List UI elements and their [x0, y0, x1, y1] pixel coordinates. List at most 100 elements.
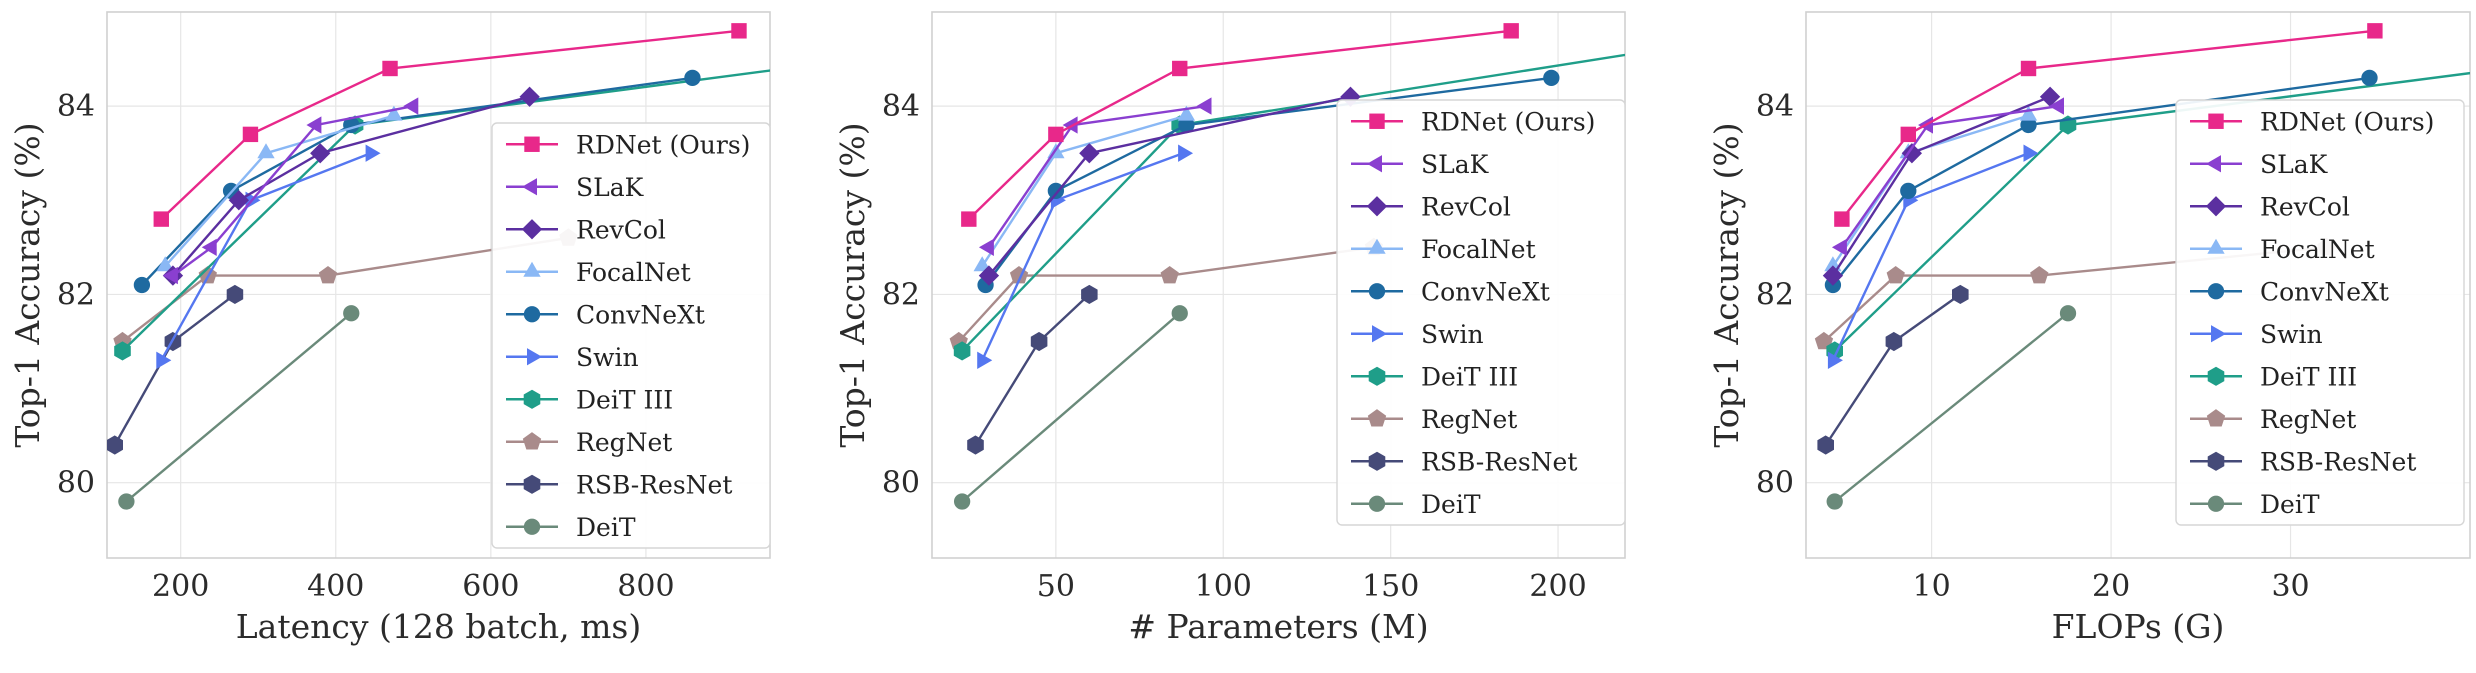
data-point [1160, 265, 1179, 284]
data-point [953, 493, 971, 510]
y-tick-label: 80 [882, 466, 920, 501]
x-tick-label: 200 [1529, 569, 1586, 604]
legend-marker [2205, 196, 2227, 217]
data-point [1081, 284, 1098, 304]
series-line [987, 95, 1351, 277]
legend-label: Swin [1421, 320, 1484, 349]
data-point [1831, 238, 1847, 256]
legend-label: DeiT [1421, 490, 1481, 519]
legend-marker [523, 261, 541, 277]
legend-item: RegNet [2190, 405, 2356, 434]
legend-label: SLaK [2260, 150, 2329, 179]
chart-panel-1: 200 400 600 800 80 82 84 Latency (128 batch, ms… [8, 11, 794, 646]
legend-marker [1366, 155, 1382, 173]
data-point [1047, 182, 1065, 200]
legend-box [491, 122, 771, 549]
x-tick-label: 200 [152, 569, 209, 604]
legend-label: DeiT III [2260, 362, 2357, 391]
series-line [171, 95, 530, 277]
chart-panel-2: 50 100 150 200 80 82 84 # Parameters (M) Top-1 A… [833, 11, 1667, 646]
legend-label: ConvNeXt [2260, 277, 2389, 306]
legend-item: RevCol [2190, 192, 2350, 221]
data-point [1503, 23, 1519, 39]
series-rdnet-ours [1834, 23, 2383, 227]
x-tick-label: 20 [2092, 569, 2130, 604]
series-deit [1826, 305, 2077, 510]
legend-item: Swin [2190, 320, 2323, 349]
x-axis-label: # Parameters (M) [1128, 607, 1428, 646]
legend-item: DeiT [506, 513, 636, 542]
x-tick-label: 600 [462, 569, 519, 604]
y-tick-label: 84 [57, 89, 95, 124]
legend-marker [2211, 325, 2227, 343]
legend-label: RSB-ResNet [1421, 447, 1577, 476]
legend-marker [1368, 366, 1386, 386]
legend-marker [2207, 495, 2225, 512]
data-point [1048, 126, 1064, 143]
data-point [228, 190, 250, 211]
legend-marker [521, 219, 543, 240]
data-point [242, 126, 259, 143]
data-point [382, 60, 398, 77]
legend-label: FocalNet [1421, 235, 1536, 264]
x-tick-label: 150 [1362, 569, 1419, 604]
legend-label: FocalNet [2260, 235, 2375, 264]
data-point [1651, 41, 1667, 59]
legend-marker [2207, 283, 2225, 300]
legend-item: RegNet [506, 428, 672, 457]
legend-label: RDNet (Ours) [576, 130, 750, 159]
plot-area [949, 23, 1667, 510]
legend-marker [522, 432, 542, 450]
data-point [1817, 435, 1834, 455]
legend-marker [521, 178, 537, 196]
legend-box [1336, 99, 1626, 526]
x-tick-label: 50 [1037, 569, 1075, 604]
data-point [778, 60, 794, 78]
series-line [160, 29, 740, 220]
series-line [974, 293, 1091, 446]
series-line [1840, 29, 2376, 220]
data-point [1900, 126, 1916, 143]
data-point [385, 105, 403, 121]
legend-item: FocalNet [2190, 235, 2375, 264]
legend-label: RevCol [2260, 192, 2350, 221]
y-tick-label: 82 [882, 277, 920, 312]
series-regnet [949, 237, 1384, 350]
legend-item: SLaK [2190, 150, 2329, 179]
legend-item: RevCol [506, 215, 666, 244]
x-tick-label: 400 [307, 569, 364, 604]
legend-marker [2207, 366, 2225, 386]
legend-item: DeiT [2190, 490, 2320, 519]
series-line [957, 246, 1375, 343]
data-point [1178, 144, 1194, 162]
series-revcol [978, 86, 1361, 286]
legend-item: RDNet (Ours) [506, 130, 750, 159]
legend-marker [523, 306, 541, 323]
data-point [107, 435, 123, 455]
data-point [201, 238, 217, 256]
data-point [961, 211, 977, 227]
legend-label: RegNet [576, 428, 672, 457]
series-line [981, 152, 1184, 361]
legend-item: DeiT III [2190, 362, 2357, 391]
series-line [967, 29, 1512, 220]
legend-label: RDNet (Ours) [1421, 107, 1595, 136]
data-point [519, 86, 540, 107]
series-rdnet-ours [961, 23, 1519, 227]
data-point [318, 265, 338, 284]
legend-marker [1368, 451, 1386, 471]
legend-label: DeiT III [576, 385, 673, 414]
data-point [162, 266, 178, 285]
x-axis-label: Latency (128 batch, ms) [236, 607, 641, 646]
data-point [953, 341, 971, 361]
data-point [2023, 144, 2039, 162]
series-rsb-resnet [1817, 284, 1969, 455]
legend-item: FocalNet [1351, 235, 1536, 264]
legend: RDNet (Ours) SLaK RevCol FocalNet ConvNeXt Sw… [2175, 99, 2465, 526]
data-point [114, 341, 131, 361]
legend-label: SLaK [1421, 150, 1490, 179]
legend-marker [1369, 113, 1385, 129]
y-tick-label: 82 [1756, 277, 1794, 312]
series-line [141, 76, 693, 286]
data-point [257, 143, 275, 159]
